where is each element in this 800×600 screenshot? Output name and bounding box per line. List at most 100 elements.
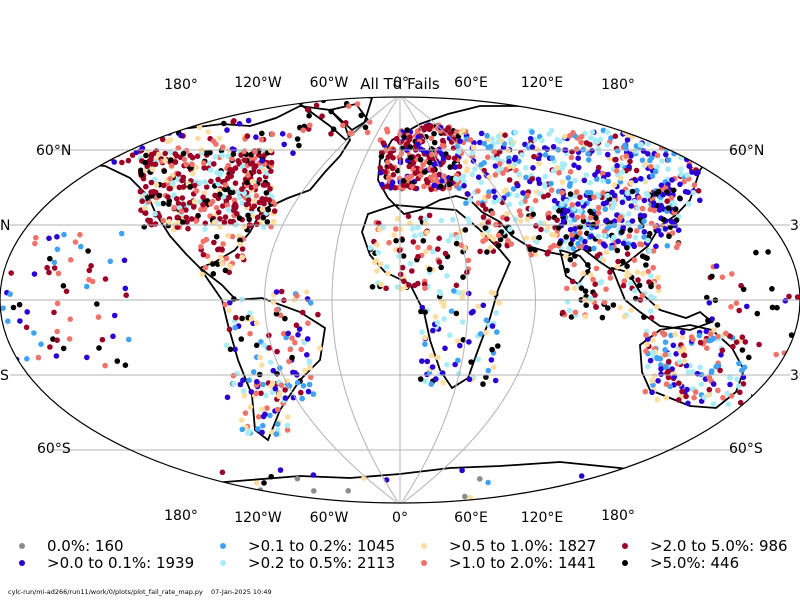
station-point xyxy=(244,179,250,186)
station-point xyxy=(200,251,207,258)
station-point xyxy=(658,366,664,372)
station-point xyxy=(587,135,594,141)
station-point xyxy=(488,357,495,363)
legend-label: >0.1 to 0.2%: 1045 xyxy=(248,537,396,555)
station-point xyxy=(184,117,190,123)
station-point xyxy=(180,219,186,226)
station-point xyxy=(658,371,664,378)
station-point xyxy=(665,374,672,381)
station-point xyxy=(600,190,606,196)
station-point xyxy=(38,341,44,348)
station-point xyxy=(670,187,677,194)
station-point xyxy=(211,219,218,226)
station-point xyxy=(445,154,452,161)
station-point xyxy=(649,389,655,396)
station-point xyxy=(765,249,771,255)
station-point xyxy=(377,261,384,268)
station-point xyxy=(276,393,282,400)
station-point xyxy=(624,245,630,251)
station-point xyxy=(690,189,696,196)
station-point xyxy=(475,174,482,180)
station-point xyxy=(47,344,53,350)
station-point xyxy=(253,480,260,486)
station-point xyxy=(2,248,8,255)
station-point xyxy=(373,257,380,264)
station-point xyxy=(708,368,715,374)
station-point xyxy=(695,188,702,194)
station-point xyxy=(625,221,632,228)
bottom-lon-label: 120°E xyxy=(521,510,564,526)
station-point xyxy=(409,268,415,274)
station-point xyxy=(577,230,583,236)
station-point xyxy=(119,159,125,166)
station-point xyxy=(621,278,628,285)
footer-path: cylc-run/mi-ad266/run11/work/0/plots/plo… xyxy=(8,588,203,596)
station-point xyxy=(621,313,628,320)
station-point xyxy=(422,216,429,222)
station-point xyxy=(243,494,250,501)
station-point xyxy=(676,143,682,150)
station-point xyxy=(264,405,270,411)
station-point xyxy=(307,300,314,306)
station-point xyxy=(684,131,691,138)
station-point xyxy=(8,270,14,276)
station-point xyxy=(580,270,586,277)
station-point xyxy=(306,360,313,366)
station-point xyxy=(255,414,262,420)
station-point xyxy=(648,163,654,170)
station-point xyxy=(595,233,601,240)
station-point xyxy=(668,131,675,138)
station-point xyxy=(462,493,468,500)
station-point xyxy=(580,218,587,224)
station-point xyxy=(374,268,380,274)
station-point xyxy=(696,332,703,339)
station-point xyxy=(170,180,176,186)
station-point xyxy=(176,184,183,191)
legend-item: >1.0 to 2.0%: 1441 xyxy=(421,554,596,572)
lat-label-left: N xyxy=(0,218,10,234)
station-point xyxy=(470,144,477,150)
station-point xyxy=(632,234,639,241)
station-point xyxy=(172,122,179,128)
station-point xyxy=(563,253,569,260)
station-point xyxy=(278,288,285,295)
legend-marker xyxy=(622,560,628,566)
station-point xyxy=(566,183,573,189)
station-point xyxy=(173,153,180,159)
station-point xyxy=(253,342,260,349)
station-point xyxy=(562,207,568,214)
station-point xyxy=(727,375,733,381)
station-point xyxy=(478,162,484,168)
station-point xyxy=(126,336,132,343)
station-point xyxy=(422,341,428,347)
station-point xyxy=(54,234,60,240)
station-point xyxy=(641,234,647,240)
station-point xyxy=(269,380,276,386)
legend-marker xyxy=(622,543,628,549)
station-point xyxy=(394,215,401,222)
station-point xyxy=(548,180,554,187)
station-point xyxy=(358,112,365,119)
station-point xyxy=(725,401,732,408)
station-point xyxy=(578,236,584,242)
station-point xyxy=(545,225,551,231)
top-lon-label: 180° xyxy=(164,77,198,93)
station-point xyxy=(496,300,503,306)
station-point xyxy=(523,164,529,171)
station-point xyxy=(253,320,260,326)
station-point xyxy=(406,282,412,288)
station-point xyxy=(236,194,243,201)
station-point xyxy=(536,160,542,167)
station-point xyxy=(456,163,463,170)
station-point xyxy=(197,179,203,186)
station-point xyxy=(538,226,544,233)
station-point xyxy=(254,221,260,227)
station-point xyxy=(78,151,85,157)
station-point xyxy=(289,354,295,361)
station-point xyxy=(258,390,264,397)
station-point xyxy=(182,491,188,497)
station-point xyxy=(319,113,325,119)
station-point xyxy=(245,197,252,203)
station-point xyxy=(532,136,538,143)
station-point xyxy=(604,142,611,148)
